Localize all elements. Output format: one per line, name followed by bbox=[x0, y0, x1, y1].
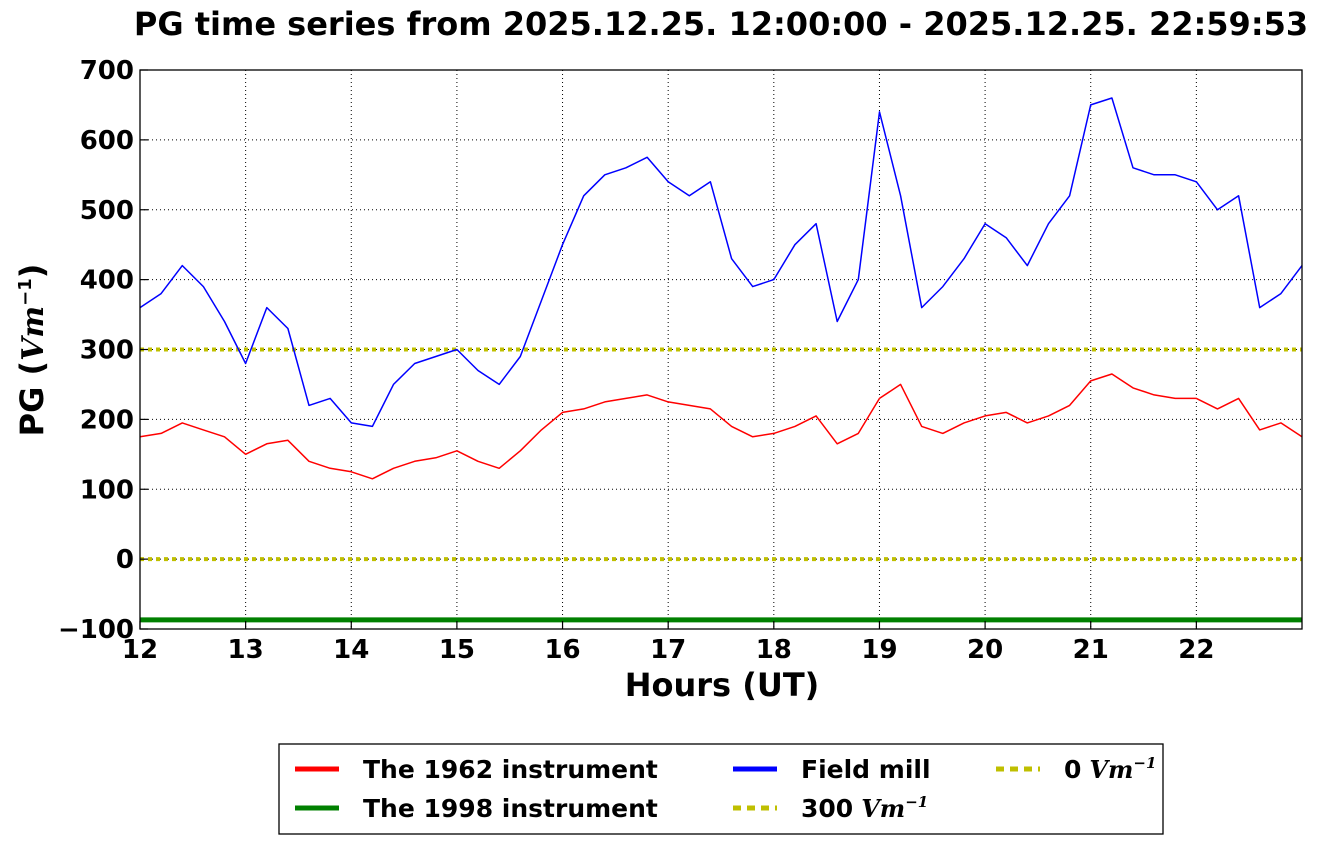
chart-title: PG time series from 2025.12.25. 12:00:00… bbox=[134, 5, 1308, 43]
y-tick-label: 500 bbox=[80, 196, 134, 226]
x-tick-label: 22 bbox=[1178, 635, 1214, 665]
x-tick-label: 21 bbox=[1073, 635, 1109, 665]
legend-label: 300 Vm−1 bbox=[801, 793, 928, 823]
x-tick-label: 20 bbox=[967, 635, 1003, 665]
y-tick-label: 600 bbox=[80, 126, 134, 156]
y-tick-label: 700 bbox=[80, 56, 134, 86]
x-tick-label: 15 bbox=[439, 635, 475, 665]
legend-label: Field mill bbox=[801, 755, 931, 784]
y-axis-label-exp: −1 bbox=[15, 278, 36, 306]
x-tick-label: 16 bbox=[544, 635, 580, 665]
legend-label: The 1962 instrument bbox=[363, 755, 658, 784]
y-axis-label-prefix: PG ( bbox=[13, 361, 51, 436]
x-tick-label: 14 bbox=[333, 635, 369, 665]
x-tick-label: 13 bbox=[228, 635, 264, 665]
x-tick-label: 18 bbox=[756, 635, 792, 665]
x-axis-label: Hours (UT) bbox=[625, 666, 820, 704]
x-axis-ticks: 12 13 14 15 16 17 18 19 20 21 22 bbox=[122, 621, 1214, 665]
y-axis-label-suffix: ) bbox=[13, 264, 51, 279]
legend-label: The 1998 instrument bbox=[363, 794, 658, 823]
y-axis-label-unit: Vm bbox=[16, 306, 51, 361]
series-line-field-mill bbox=[139, 97, 1303, 428]
y-axis-ticks: −100 0 100 200 300 400 500 600 700 bbox=[58, 56, 148, 645]
legend: The 1962 instrument The 1998 instrument Fi… bbox=[278, 743, 1164, 835]
y-tick-label: −100 bbox=[58, 615, 134, 645]
x-tick-label: 12 bbox=[122, 635, 158, 665]
series-line-the-1962-instrument bbox=[139, 373, 1303, 480]
plot-area bbox=[139, 97, 1303, 623]
y-tick-label: 0 bbox=[116, 545, 134, 575]
legend-label: 0 Vm−1 bbox=[1064, 754, 1156, 784]
legend-box bbox=[278, 743, 1164, 835]
y-axis-label: PG (Vm−1) bbox=[13, 264, 51, 437]
y-tick-label: 300 bbox=[80, 336, 134, 366]
x-tick-label: 19 bbox=[861, 635, 897, 665]
y-tick-label: 100 bbox=[80, 475, 134, 505]
x-tick-label: 17 bbox=[650, 635, 686, 665]
y-tick-label: 400 bbox=[80, 266, 134, 296]
y-tick-label: 200 bbox=[80, 405, 134, 435]
